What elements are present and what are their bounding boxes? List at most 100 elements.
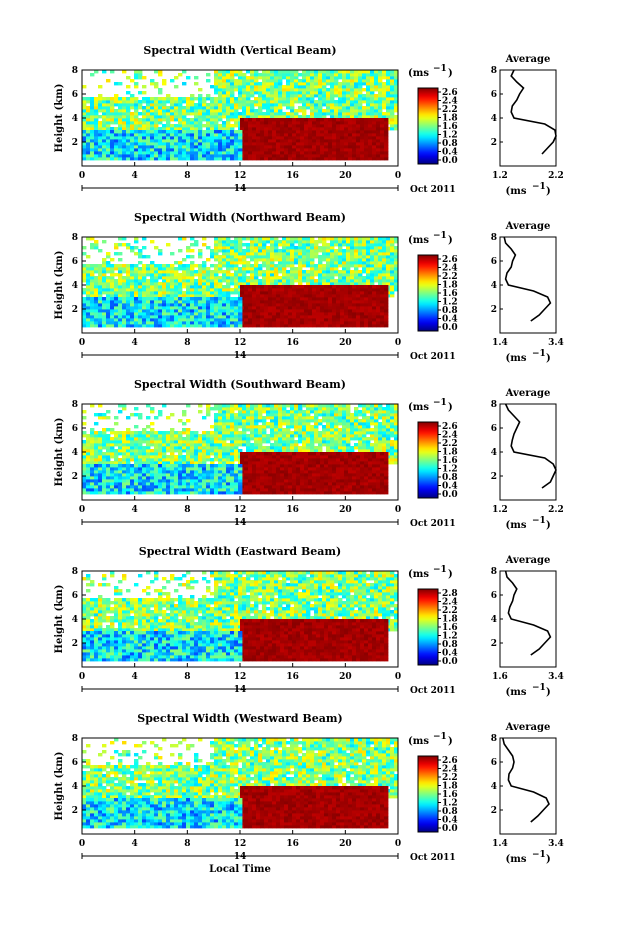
heatmap-cell: [242, 76, 247, 80]
heatmap-cell: [242, 109, 247, 113]
heatmap-cell: [222, 79, 227, 83]
heatmap-cell: [214, 404, 219, 408]
heatmap-cell: [202, 133, 207, 137]
heatmap-cell: [336, 291, 341, 295]
heatmap-cell: [214, 458, 219, 462]
heatmap-cell: [330, 267, 335, 271]
heatmap-cell: [138, 273, 143, 277]
heatmap-cell: [324, 121, 329, 125]
heatmap-cell: [178, 294, 183, 298]
colorbar-tick-label: 0.0: [442, 323, 458, 333]
heatmap-cell: [162, 103, 167, 107]
heatmap-cell: [182, 306, 187, 310]
heatmap-cell: [390, 240, 395, 244]
heatmap-cell: [302, 255, 307, 259]
heatmap-cell: [270, 258, 275, 262]
heatmap-cell: [364, 142, 369, 146]
heatmap-cell: [94, 300, 99, 304]
heatmap-cell: [210, 449, 215, 453]
heatmap-cell: [138, 118, 143, 122]
average-frame: [499, 69, 557, 167]
heatmap-cell: [206, 133, 211, 137]
heatmap-cell: [118, 285, 123, 289]
heatmap-cell: [162, 452, 167, 456]
heatmap-cell: [94, 315, 99, 319]
heatmap-cell: [130, 440, 135, 444]
heatmap-cell: [206, 288, 211, 292]
heatmap-cell: [290, 249, 295, 253]
heatmap-cell: [186, 279, 191, 283]
heatmap-cell: [382, 258, 387, 262]
heatmap-cell: [178, 288, 183, 292]
date-label: Oct 2011: [410, 352, 456, 362]
heatmap-cell: [330, 246, 335, 250]
heatmap-cell: [252, 321, 257, 325]
heatmap-cell: [308, 294, 313, 298]
heatmap-cell: [102, 452, 107, 456]
heatmap-cell: [198, 157, 203, 161]
heatmap-cell: [82, 246, 87, 250]
heatmap-cell: [226, 261, 231, 265]
heatmap-cell: [340, 130, 345, 134]
heatmap-cell: [226, 237, 231, 241]
heatmap-cell: [170, 154, 175, 158]
heatmap-cell: [316, 303, 321, 307]
average-x-tick-label: 2.2: [548, 171, 564, 181]
heatmap-cell: [126, 446, 131, 450]
heatmap-cell: [334, 249, 339, 253]
heatmap-cell: [248, 151, 253, 155]
heatmap-cell: [282, 273, 287, 277]
heatmap-cell: [380, 142, 385, 146]
heatmap-cell: [332, 300, 337, 304]
heatmap-cell: [154, 288, 159, 292]
heatmap-cell: [226, 243, 231, 247]
heatmap-cell: [110, 276, 115, 280]
heatmap-cell: [368, 142, 373, 146]
heatmap-cell: [166, 434, 171, 438]
heatmap-cell: [282, 261, 287, 265]
heatmap-cell: [138, 103, 143, 107]
heatmap-cell: [94, 279, 99, 283]
heatmap-cell: [82, 291, 87, 295]
heatmap-cell: [106, 252, 111, 256]
heatmap-cell: [366, 282, 371, 286]
heatmap-cell: [308, 118, 313, 122]
heatmap-cell: [190, 237, 195, 241]
heatmap-cell: [234, 270, 239, 274]
heatmap-cell: [174, 151, 179, 155]
heatmap-cell: [214, 443, 219, 447]
heatmap-cell: [154, 279, 159, 283]
heatmap-cell: [146, 446, 151, 450]
heatmap-cell: [150, 270, 155, 274]
heatmap-cell: [218, 124, 223, 128]
heatmap-cell: [360, 285, 365, 289]
heatmap-cell: [86, 294, 91, 298]
heatmap-cell: [94, 458, 99, 462]
heatmap-cell: [142, 288, 147, 292]
heatmap-cell: [222, 154, 227, 158]
heatmap-cell: [348, 300, 353, 304]
heatmap-cell: [126, 282, 131, 286]
heatmap-cell: [234, 154, 239, 158]
heatmap-cell: [272, 127, 277, 131]
heatmap-cell: [280, 291, 285, 295]
heatmap-cell: [194, 443, 199, 447]
heatmap-cell: [134, 246, 139, 250]
heatmap-cell: [386, 267, 391, 271]
average-y-tick-label: 2: [491, 305, 497, 315]
heatmap-cell: [274, 267, 279, 271]
heatmap-cell: [102, 139, 107, 143]
heatmap-cell: [202, 324, 207, 328]
heatmap-cell: [326, 112, 331, 116]
heatmap-cell: [304, 303, 309, 307]
heatmap-cell: [362, 258, 367, 262]
heatmap-cell: [166, 285, 171, 289]
heatmap-cell: [276, 312, 281, 316]
heatmap-cell: [372, 309, 377, 313]
heatmap-cell: [326, 267, 331, 271]
heatmap-cell: [202, 416, 207, 420]
heatmap-cell: [282, 237, 287, 241]
heatmap-cell: [142, 291, 147, 295]
heatmap-cell: [162, 270, 167, 274]
heatmap-cell: [158, 276, 163, 280]
